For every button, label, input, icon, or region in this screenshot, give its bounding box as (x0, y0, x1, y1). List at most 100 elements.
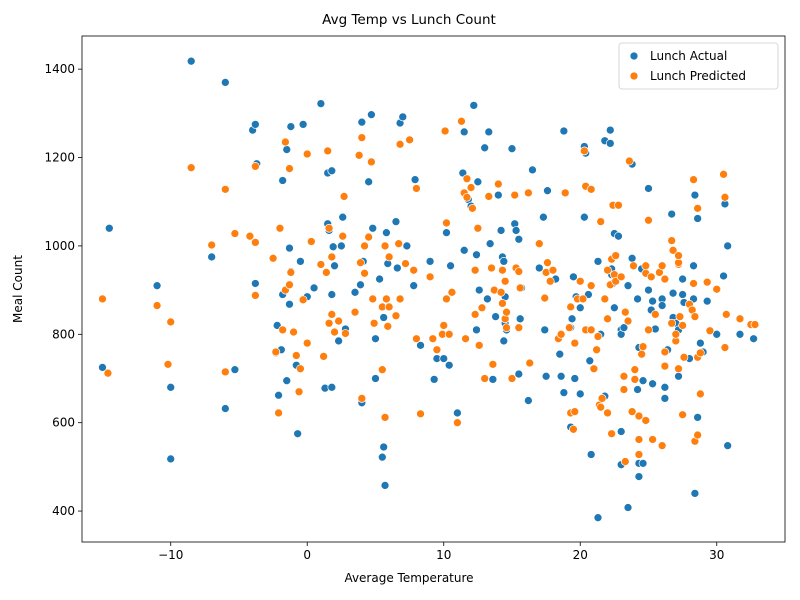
data-point (321, 268, 331, 277)
data-point (660, 347, 670, 357)
x-tick-label: 0 (303, 548, 311, 562)
data-point (104, 223, 114, 233)
data-point (596, 217, 606, 226)
data-point (409, 265, 419, 275)
data-point (484, 127, 494, 137)
data-point (402, 241, 412, 251)
data-point (289, 327, 298, 337)
data-point (579, 146, 589, 156)
data-point (586, 281, 596, 291)
data-point (605, 139, 615, 148)
data-point (638, 376, 648, 386)
data-point (702, 296, 712, 306)
data-point (364, 177, 374, 187)
y-tick-label: 400 (52, 504, 75, 518)
data-point (719, 169, 728, 179)
data-point (619, 385, 629, 394)
data-point (539, 212, 548, 222)
data-point (405, 135, 414, 145)
data-point (575, 389, 585, 399)
data-point (309, 283, 319, 293)
data-point (334, 336, 343, 346)
data-point (380, 241, 390, 251)
data-point (395, 294, 405, 304)
data-point (690, 312, 700, 321)
data-point (432, 345, 442, 355)
data-point (607, 429, 616, 439)
data-point (428, 334, 438, 344)
data-point (245, 231, 255, 241)
data-point (268, 253, 278, 263)
data-point (614, 200, 623, 210)
plot-frame (81, 35, 786, 543)
data-point (382, 228, 391, 238)
data-point (499, 336, 509, 346)
series-lunch-actual (98, 56, 758, 523)
data-point (360, 241, 369, 251)
x-tick-label: −10 (158, 548, 183, 562)
data-point (285, 299, 294, 309)
data-point (220, 78, 230, 87)
data-point (644, 325, 653, 335)
data-point (338, 212, 348, 222)
data-point (330, 261, 339, 271)
data-point (293, 429, 303, 439)
data-point (507, 374, 517, 383)
x-tick-label: 20 (573, 548, 588, 562)
data-point (723, 241, 733, 251)
data-point (275, 223, 285, 233)
data-point (286, 122, 296, 131)
data-point (459, 245, 469, 255)
data-point (416, 340, 425, 350)
data-point (468, 203, 477, 213)
data-point (474, 285, 484, 295)
data-point (668, 245, 678, 255)
data-point (543, 186, 552, 196)
data-point (648, 379, 657, 389)
data-point (429, 375, 439, 384)
axis-ticks: −10 0 10 20 30 400 600 800 1000 1200 1400 (44, 62, 724, 562)
data-point (327, 252, 337, 262)
data-point (657, 261, 667, 271)
data-point (693, 214, 702, 223)
data-point (623, 503, 633, 512)
data-point (350, 287, 360, 297)
data-point (103, 368, 113, 378)
data-point (477, 303, 487, 313)
data-point (627, 253, 637, 263)
data-point (528, 165, 537, 175)
data-point (294, 387, 304, 397)
data-point (480, 143, 490, 153)
data-point (163, 359, 173, 369)
data-point (593, 257, 603, 266)
data-point (368, 223, 378, 233)
legend-box (618, 42, 779, 90)
data-point (705, 326, 715, 336)
data-point (603, 314, 612, 324)
data-point (251, 279, 260, 288)
data-point (524, 188, 533, 198)
data-point (364, 232, 374, 242)
data-point (693, 413, 702, 422)
data-point (446, 261, 455, 271)
data-point (442, 218, 451, 228)
data-point (507, 144, 517, 154)
data-point (690, 190, 700, 200)
data-point (660, 274, 670, 284)
data-point (578, 294, 588, 304)
data-point (285, 280, 294, 290)
data-point (416, 409, 425, 419)
data-point (657, 301, 667, 310)
data-point (473, 177, 483, 187)
data-point (474, 340, 484, 350)
data-point (693, 430, 702, 440)
data-point (271, 347, 281, 357)
data-point (220, 404, 230, 413)
data-point (409, 281, 419, 291)
data-point (660, 394, 670, 403)
y-tick-label: 1400 (44, 62, 75, 76)
data-point (444, 360, 454, 370)
data-point (660, 361, 670, 371)
data-point (586, 184, 596, 194)
